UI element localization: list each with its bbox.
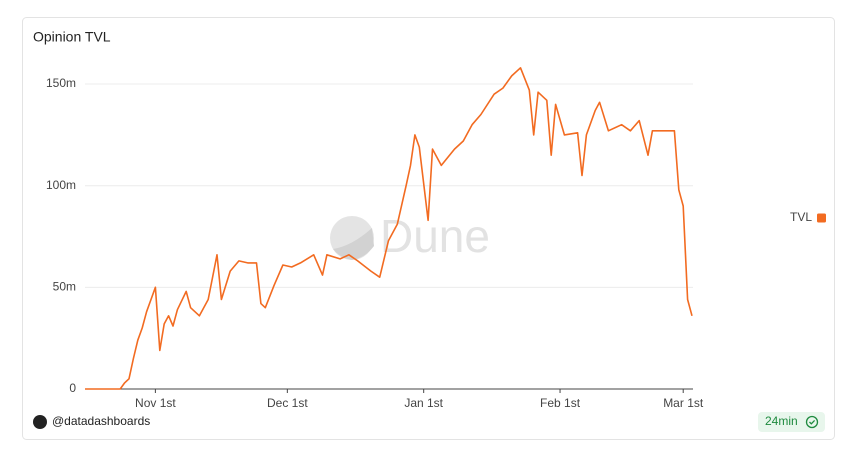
watermark-text: Dune [380, 210, 490, 262]
x-tick-label: Nov 1st [135, 396, 176, 410]
chart-title: Opinion TVL [33, 29, 111, 45]
y-tick-label: 150m [46, 76, 76, 90]
watermark: Dune [330, 210, 490, 262]
y-tick-label: 50m [53, 280, 76, 294]
card-frame [22, 17, 835, 440]
legend-swatch [817, 213, 826, 223]
x-tick-label: Feb 1st [540, 396, 581, 410]
x-tick-label: Dec 1st [267, 396, 308, 410]
freshness-badge [758, 412, 825, 432]
x-tick-label: Mar 1st [663, 396, 704, 410]
x-tick-label: Jan 1st [404, 396, 443, 410]
freshness-check [809, 419, 816, 425]
y-tick-label: 0 [69, 381, 76, 395]
watermark-logo-shade [333, 228, 374, 260]
author-avatar [33, 415, 47, 429]
freshness-text: 24min [765, 414, 798, 428]
line-series [85, 67, 693, 390]
y-tick-label: 100m [46, 178, 76, 192]
legend-label: TVL [790, 210, 812, 224]
freshness-icon [805, 415, 819, 429]
author[interactable]: @datadashboards [52, 414, 150, 428]
